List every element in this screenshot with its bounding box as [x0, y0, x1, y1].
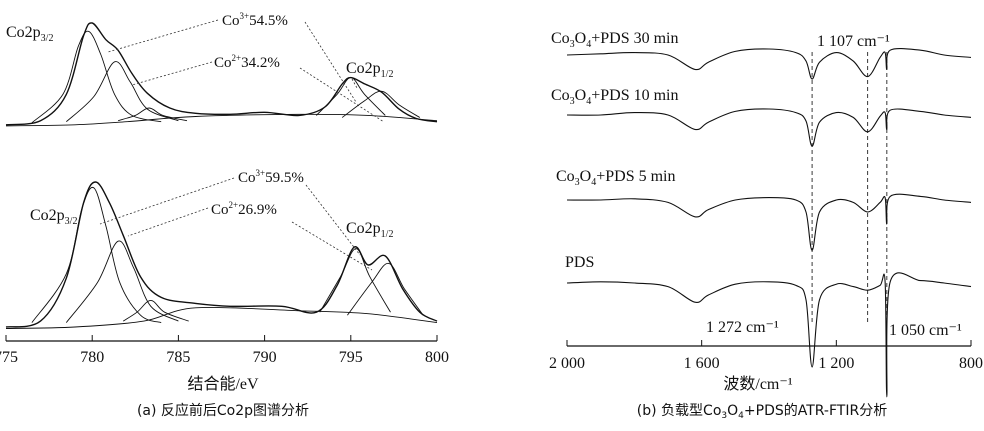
label-co3-after: Co3+59.5% — [238, 168, 304, 186]
arrow-co2-after-left — [128, 208, 208, 236]
ftir-panel: 2 000 1 600 1 200 800 Co3O4+PDS 30 min Co3O… — [549, 30, 983, 421]
xps-after-co2-2p1-2-line — [347, 263, 423, 315]
peak-label-1272: 1 272 cm⁻¹ — [706, 319, 779, 336]
xps-tick-label: 780 — [80, 349, 104, 366]
label-co2p32-before: Co2p3/2 — [6, 24, 53, 44]
ftir-tick-label: 800 — [959, 355, 983, 372]
xps-before-co3-2p3-2-line — [32, 31, 161, 123]
series-label-5min: Co3O4+PDS 5 min — [556, 168, 676, 188]
arrow-co2-before-left — [132, 62, 212, 85]
label-co2p12-before: Co2p1/2 — [346, 60, 393, 80]
peak-label-1107: 1 107 cm⁻¹ — [817, 33, 890, 50]
series-label-10min: Co3O4+PDS 10 min — [551, 87, 679, 107]
xps-tick-label: 795 — [339, 349, 363, 366]
xps-before-co3-2p1-2-line — [316, 78, 385, 116]
xps-tick-label: 790 — [253, 349, 277, 366]
xps-before-co2-2p1-2-line — [342, 91, 420, 117]
ftir-series-2-line — [567, 194, 971, 250]
ftir-x-ticks: 2 000 1 600 1 200 800 — [549, 340, 983, 372]
xps-x-ticks: 775 780 785 790 795 800 — [0, 335, 449, 366]
xps-tick-label: 785 — [166, 349, 190, 366]
label-co2p12-after: Co2p1/2 — [346, 220, 393, 240]
xps-tick-label: 800 — [425, 349, 449, 366]
xps-tick-label: 775 — [0, 349, 18, 366]
ftir-caption: (b) 负载型Co3O4+PDS的ATR-FTIR分析 — [637, 403, 887, 421]
ftir-series-1-line — [567, 109, 971, 146]
xps-before-background-line — [6, 114, 437, 126]
xps-caption: (a) 反应前后Co2p图谱分析 — [137, 402, 309, 419]
ftir-series-0-line — [567, 49, 971, 79]
label-co2-before: Co2+34.2% — [214, 53, 280, 71]
ftir-x-label: 波数/cm⁻¹ — [723, 375, 792, 393]
series-label-pds: PDS — [565, 254, 594, 271]
label-co2-after: Co2+26.9% — [211, 200, 277, 218]
ftir-tick-label: 2 000 — [549, 355, 585, 372]
ftir-tick-label: 1 600 — [684, 355, 720, 372]
label-co2p32-after: Co2p3/2 — [30, 207, 77, 227]
xps-before-co2-2p3-2-line — [66, 62, 178, 122]
ftir-reference-lines — [812, 52, 887, 322]
xps-x-label: 结合能/eV — [187, 375, 259, 393]
label-co3-before: Co3+54.5% — [222, 11, 288, 29]
ftir-tick-label: 1 200 — [818, 355, 854, 372]
arrow-co3-before-left — [108, 20, 218, 52]
xps-after-co3-2p1-2-line — [320, 249, 391, 313]
peak-label-1050: 1 050 cm⁻¹ — [889, 322, 962, 339]
series-label-30min: Co3O4+PDS 30 min — [551, 30, 679, 50]
xps-co2p-panel: 775 780 785 790 795 800 Co2p3/2 Co3+54.5% Co2… — [0, 11, 449, 419]
